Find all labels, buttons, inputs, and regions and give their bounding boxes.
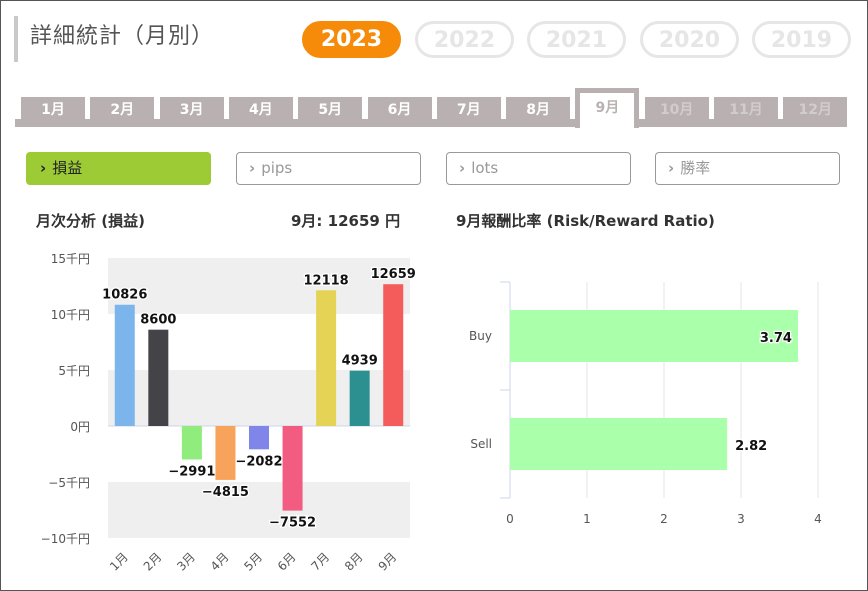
y-tick-label: 15千円 — [51, 252, 90, 266]
metric-button-2[interactable]: › lots — [446, 152, 631, 185]
category-label: Buy — [469, 329, 492, 343]
metric-label: 損益 — [52, 159, 83, 177]
x-tick-label: 0 — [506, 512, 514, 526]
x-tick-label: 5月 — [241, 550, 265, 574]
month-tab-8[interactable]: 8月 — [506, 97, 571, 123]
rr-bar-chart: 0 1 2 3 4 Buy 3.74 Sell 2.82 — [469, 281, 822, 526]
grid-band — [108, 258, 410, 314]
x-tick-label: 8月 — [342, 550, 366, 574]
month-tab-7[interactable]: 7月 — [436, 97, 501, 123]
data-label: 2.82 — [735, 439, 767, 454]
year-button-0[interactable]: 2023 — [302, 21, 401, 58]
metric-button-3[interactable]: › 勝率 — [655, 152, 840, 185]
y-tick-label: −10千円 — [41, 532, 90, 546]
metric-label: lots — [471, 159, 499, 177]
metric-button-1[interactable]: › pips — [236, 152, 421, 185]
bar-6月[interactable] — [282, 426, 303, 511]
bar-1月[interactable] — [114, 304, 135, 426]
metric-button-0[interactable]: › 損益 — [26, 152, 211, 185]
data-label: −2991 — [168, 464, 215, 479]
x-tick-label: 1月 — [107, 550, 131, 574]
data-label: 8600 — [140, 313, 176, 328]
month-tab-9[interactable]: 9月 — [575, 88, 640, 128]
chevron-right-icon: › — [668, 159, 675, 177]
bar-2月[interactable] — [148, 329, 169, 426]
y-tick-label: 0円 — [70, 420, 90, 434]
bar-7月[interactable] — [316, 290, 337, 426]
data-label: −2082 — [235, 454, 282, 469]
year-button-4[interactable]: 2019 — [752, 21, 851, 58]
bar-9月[interactable] — [383, 284, 404, 426]
data-label: 12118 — [303, 273, 348, 288]
month-tab-4[interactable]: 4月 — [228, 97, 293, 123]
page-title: 詳細統計（月別） — [30, 24, 215, 49]
bar-4月[interactable] — [215, 426, 236, 480]
x-tick-label: 1 — [583, 512, 591, 526]
month-tab-10[interactable]: 10月 — [644, 97, 709, 123]
month-tabs-baseline — [15, 119, 847, 127]
page-title-block: 詳細統計（月別） — [14, 16, 214, 62]
x-tick-label: 4 — [814, 512, 822, 526]
chevron-right-icon: › — [249, 159, 256, 177]
x-tick-label: 4月 — [208, 550, 232, 574]
year-button-2[interactable]: 2021 — [527, 21, 626, 58]
data-label: 12659 — [371, 267, 416, 282]
x-tick-label: 7月 — [308, 550, 332, 574]
data-label: −4815 — [202, 485, 249, 500]
monthly-bar-chart: 15千円 10千円 5千円 0円 −5千円 −10千円 10826 1月 8600 2月 −2991… — [41, 252, 417, 574]
metric-label: 勝率 — [680, 159, 711, 177]
x-tick-label: 3 — [737, 512, 745, 526]
month-tab-2[interactable]: 2月 — [90, 97, 155, 123]
x-tick-label: 3月 — [174, 550, 198, 574]
data-label: 10826 — [102, 288, 147, 303]
month-tab-6[interactable]: 6月 — [367, 97, 432, 123]
rr-bar-sell[interactable] — [510, 418, 728, 470]
month-tab-3[interactable]: 3月 — [159, 97, 224, 123]
data-label: 4939 — [342, 354, 378, 369]
x-tick-label: 6月 — [275, 550, 299, 574]
monthly-chart-title: 月次分析 (損益) — [36, 212, 145, 230]
rr-bar-buy[interactable] — [510, 310, 798, 362]
chevron-right-icon: › — [459, 159, 466, 177]
metric-label: pips — [261, 159, 293, 177]
category-label: Sell — [470, 437, 492, 451]
grid-band — [108, 482, 410, 538]
month-tab-5[interactable]: 5月 — [298, 97, 363, 123]
month-tab-1[interactable]: 1月 — [21, 97, 85, 123]
y-tick-label: −5千円 — [48, 476, 90, 490]
x-tick-label: 9月 — [376, 550, 400, 574]
year-button-1[interactable]: 2022 — [415, 21, 514, 58]
chevron-right-icon: › — [40, 159, 47, 177]
data-label: 3.74 — [760, 331, 792, 346]
data-label: −7552 — [269, 516, 316, 531]
y-tick-label: 10千円 — [51, 308, 90, 322]
y-tick-label: 5千円 — [58, 364, 90, 378]
rr-chart-title: 9月報酬比率 (Risk/Reward Ratio) — [456, 212, 715, 230]
month-tab-11[interactable]: 11月 — [714, 97, 778, 123]
x-tick-label: 2 — [660, 512, 668, 526]
bar-3月[interactable] — [181, 426, 202, 460]
bar-8月[interactable] — [349, 370, 370, 426]
monthly-summary: 9月: 12659 円 — [291, 212, 401, 230]
x-tick-label: 2月 — [141, 550, 165, 574]
bar-5月[interactable] — [249, 426, 269, 450]
year-button-3[interactable]: 2020 — [640, 21, 739, 58]
month-tab-12[interactable]: 12月 — [783, 97, 848, 123]
